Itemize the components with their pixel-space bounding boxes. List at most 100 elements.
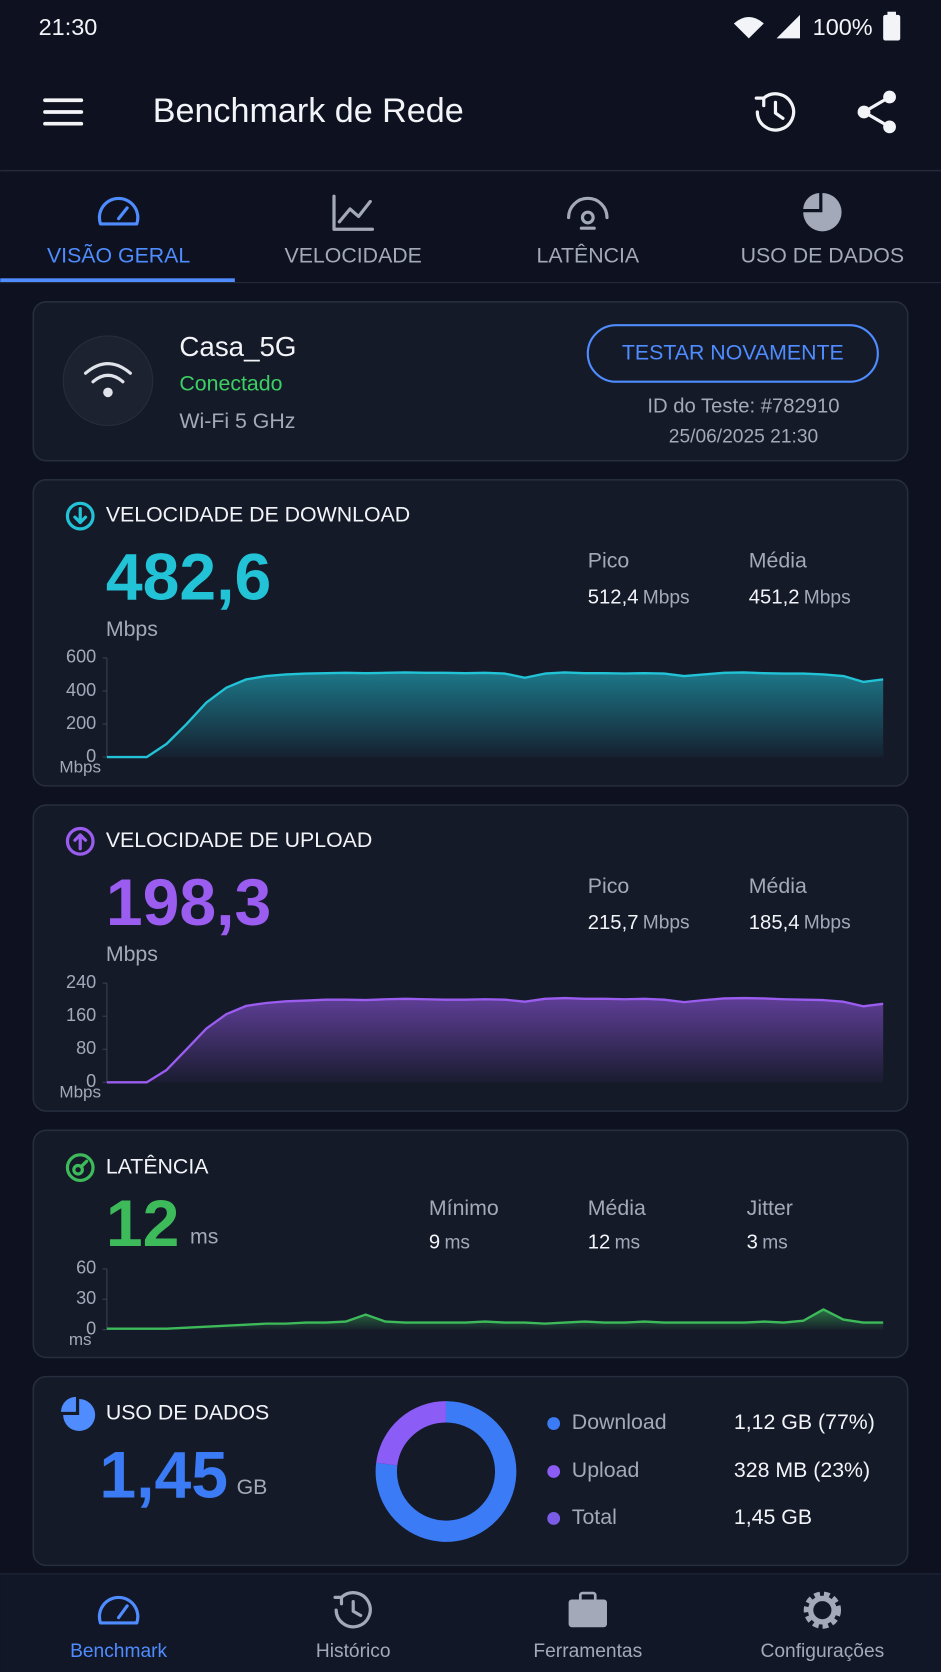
wifi-icon: [83, 362, 132, 398]
stat-unit: Mbps: [643, 913, 690, 934]
tab-label[interactable]: LATÊNCIA: [536, 243, 639, 268]
legend-label: Upload: [572, 1458, 640, 1482]
icon-part: [97, 1595, 140, 1625]
area-fill: [106, 998, 884, 1083]
icon-part: [79, 1159, 89, 1169]
stat-label: Média: [588, 1196, 646, 1220]
icon-part: [807, 1595, 837, 1625]
nav-label[interactable]: Configurações: [761, 1641, 885, 1662]
stat-value: 3: [747, 1232, 758, 1254]
area-line: [106, 996, 884, 1084]
battery-level: 100%: [813, 14, 873, 40]
tab-label[interactable]: USO DE DADOS: [741, 244, 904, 268]
active-tab-indicator: [0, 278, 235, 283]
legend-value: 1,12 GB (77%): [734, 1410, 875, 1434]
history-button[interactable]: [754, 92, 796, 132]
legend-label: Download: [572, 1410, 667, 1434]
stat-label: Pico: [588, 874, 629, 898]
area-line: [106, 1308, 884, 1330]
legend-dot: [547, 1512, 561, 1525]
tab-label[interactable]: VELOCIDADE: [285, 244, 422, 268]
tab-icon: [332, 194, 374, 231]
icon-part: [83, 362, 132, 375]
bottom-nav: [0, 1573, 941, 1672]
card-title: USO DE DADOS: [106, 1401, 269, 1425]
speed-unit: Mbps: [106, 617, 158, 641]
card-title: VELOCIDADE DE DOWNLOAD: [106, 503, 410, 527]
y-tick-label: 200: [66, 713, 96, 733]
stat-unit: Mbps: [804, 587, 851, 608]
icon-part: [887, 11, 896, 16]
y-tick-label: 240: [66, 972, 96, 992]
stat-label: Mínimo: [429, 1196, 499, 1220]
icon-part: [334, 1591, 372, 1629]
wifi-badge: [62, 335, 154, 426]
y-tick-label: 0: [86, 1318, 96, 1338]
network-status: Conectado: [179, 372, 282, 396]
share-button[interactable]: [857, 90, 896, 134]
stat-label: Pico: [588, 549, 629, 573]
icon-part: [567, 196, 609, 220]
legend-dot: [547, 1465, 561, 1478]
nav-label[interactable]: Benchmark: [70, 1641, 167, 1662]
upload-icon: [65, 826, 95, 856]
icon-part: [568, 1599, 607, 1628]
tab-label[interactable]: VISÃO GERAL: [47, 243, 190, 268]
icon-part: [91, 373, 125, 384]
nav-icon: [803, 1591, 842, 1629]
y-tick-label: 80: [76, 1038, 96, 1058]
status-time: 21:30: [39, 14, 98, 40]
icon-part: [73, 507, 88, 525]
y-tick-label: 0: [86, 1071, 96, 1091]
icon-part: [61, 1396, 76, 1412]
icon-part: [754, 96, 766, 108]
test-timestamp: 25/06/2025 21:30: [669, 426, 818, 447]
icon-part: [117, 206, 129, 221]
icon-part: [65, 826, 95, 856]
nav-icon: [97, 1595, 140, 1625]
tab-icon: [97, 196, 140, 226]
stat-value: 215,7: [588, 912, 639, 934]
icon-part: [72, 1163, 84, 1176]
stat-value: 9: [429, 1232, 440, 1254]
stat-value: 185,4: [749, 912, 800, 934]
data-usage-icon: [61, 1396, 96, 1432]
icon-part: [755, 92, 796, 132]
legend-dot: [547, 1417, 561, 1430]
app-title: Benchmark de Rede: [153, 92, 464, 130]
retest-label[interactable]: TESTAR NOVAMENTE: [622, 341, 844, 365]
y-tick-label: 600: [66, 647, 96, 667]
y-tick-label: 0: [86, 746, 96, 766]
y-unit-label: Mbps: [59, 757, 101, 776]
speed-unit: Mbps: [106, 942, 158, 966]
total-value: 1,45 GB: [734, 1505, 812, 1529]
y-unit-label: Mbps: [59, 1082, 101, 1101]
stat-unit: ms: [444, 1232, 470, 1253]
card-title: LATÊNCIA: [106, 1153, 209, 1178]
latency-icon: [65, 1153, 95, 1183]
icon-part: [65, 1153, 95, 1183]
download-icon: [65, 501, 95, 531]
stat-unit: ms: [615, 1232, 641, 1253]
nav-label[interactable]: Histórico: [316, 1641, 391, 1662]
icon-part: [333, 1595, 344, 1606]
icon-part: [803, 1591, 842, 1629]
icon-part: [580, 210, 595, 225]
stat-unit: Mbps: [804, 913, 851, 934]
stat-value: 451,2: [749, 587, 800, 609]
latency-unit: ms: [190, 1225, 218, 1249]
data-usage-card: [32, 1375, 909, 1567]
retest-button[interactable]: [586, 324, 879, 383]
icon-part: [883, 90, 896, 104]
area-line: [106, 671, 884, 759]
tab-icon: [567, 196, 609, 230]
stat-label: Jitter: [747, 1196, 793, 1220]
nav-label[interactable]: Ferramentas: [533, 1641, 642, 1662]
network-ssid: Casa_5G: [179, 331, 296, 362]
network-band: Wi-Fi 5 GHz: [179, 409, 295, 433]
network-card: [32, 300, 909, 462]
menu-button[interactable]: [43, 98, 84, 126]
icon-part: [63, 1399, 96, 1432]
